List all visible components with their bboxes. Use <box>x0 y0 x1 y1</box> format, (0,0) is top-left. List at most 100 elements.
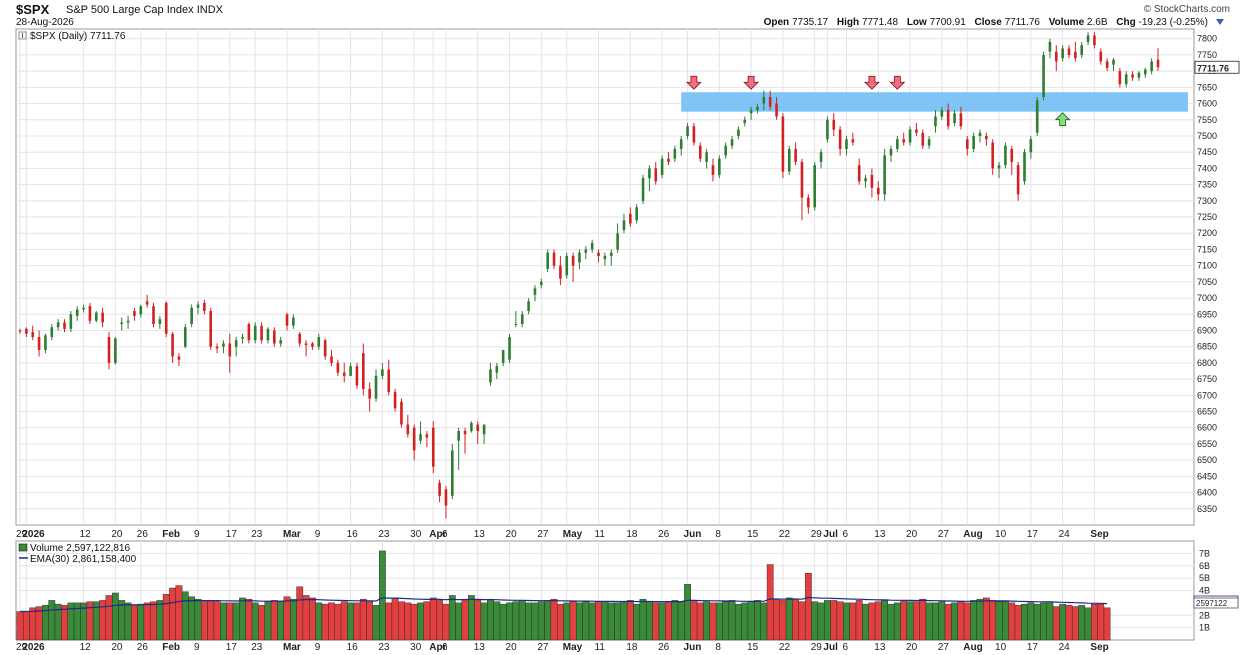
candle-body <box>1112 59 1115 65</box>
chg-value: -19.23 (-0.25%) <box>1138 17 1208 28</box>
candle-body <box>107 336 111 363</box>
volume-bar <box>982 597 990 641</box>
candle-body <box>1124 74 1128 85</box>
candle-body <box>953 113 956 124</box>
volume-bar <box>1033 603 1041 641</box>
candle-body <box>260 325 263 341</box>
volume-bar <box>703 601 710 641</box>
price-tick-label: 6650 <box>1197 407 1217 417</box>
candle-body <box>183 327 187 347</box>
volume-bar <box>391 597 399 641</box>
volume-bar <box>747 601 755 641</box>
volume-bar <box>773 598 780 641</box>
candle-body <box>311 343 314 347</box>
candle-body <box>737 129 740 136</box>
x-tick-label: 27 <box>938 642 950 653</box>
volume-bar <box>162 594 170 641</box>
volume-bar <box>557 603 564 641</box>
volume-tags: 2861155 2597122 <box>1193 595 1239 609</box>
marker-layer <box>685 75 1071 127</box>
candle-body <box>698 145 702 159</box>
volume-bar <box>677 601 685 641</box>
candle-body <box>660 158 664 175</box>
candle-body <box>679 139 683 149</box>
candle-body <box>991 142 995 169</box>
low-value: 7700.91 <box>929 17 966 28</box>
candle-body <box>139 306 143 315</box>
volume-bar <box>137 603 145 641</box>
price-tick-label: 7150 <box>1197 244 1217 254</box>
x-tick-label: 20 <box>111 642 123 653</box>
candle-body <box>152 306 155 325</box>
candle-body <box>819 152 823 162</box>
x-tick-label: 17 <box>1027 529 1039 540</box>
volume-bar <box>754 600 761 641</box>
chg-label: Chg <box>1116 17 1136 28</box>
candle-body <box>323 340 327 357</box>
last-price-tag-text: 7711.76 <box>1197 63 1229 73</box>
volume-bar <box>429 597 437 641</box>
candle-body <box>590 242 594 250</box>
candle-body <box>864 178 867 182</box>
volume-bar <box>226 602 234 641</box>
volume-bar <box>1021 603 1028 641</box>
candle-body <box>787 148 791 172</box>
symbol-title: $SPX <box>16 2 50 17</box>
candle-body <box>908 129 912 143</box>
candle-body <box>273 330 276 344</box>
volume-bar <box>16 611 24 641</box>
x-tick-label: Aug <box>963 642 982 653</box>
candle-body <box>362 353 365 389</box>
chevron-down-icon[interactable] <box>1216 19 1224 26</box>
candle-body <box>1042 54 1045 98</box>
candle-body <box>946 110 950 127</box>
volume-tick-label: 5B <box>1199 573 1210 583</box>
candle-body <box>1080 45 1084 55</box>
candle-body <box>1143 69 1147 75</box>
x-tick-label: 16 <box>347 642 359 653</box>
volume-bar <box>309 597 316 641</box>
up-arrow-icon <box>1054 112 1071 127</box>
volume-bar <box>220 602 227 641</box>
volume-tick-label: 7B <box>1199 548 1210 558</box>
volume-bar <box>493 601 501 641</box>
candle-body <box>374 375 378 399</box>
candle-body <box>603 255 607 260</box>
volume-bar <box>1103 607 1111 641</box>
volume-bar <box>315 602 323 641</box>
x-tick-label: 27 <box>938 529 950 540</box>
brand-watermark[interactable]: © StockCharts.com <box>1143 4 1230 15</box>
volume-bar <box>963 602 971 641</box>
candle-body <box>540 281 543 286</box>
volume-bar-series <box>16 550 1111 641</box>
volume-bar <box>563 602 571 641</box>
candle-body <box>292 317 295 326</box>
candle-body <box>826 119 829 140</box>
ohlc-summary: Open 7735.17 High 7771.48 Low 7700.91 Cl… <box>764 17 1224 28</box>
candle-body <box>158 319 162 325</box>
candle-body <box>514 324 518 326</box>
volume-bar <box>150 601 157 641</box>
volume-bar <box>525 602 532 641</box>
candle-body <box>222 343 225 347</box>
candle-body <box>25 328 28 334</box>
volume-bar <box>601 601 609 641</box>
price-tick-label: 7500 <box>1197 131 1217 141</box>
price-legend: $SPX (Daily) 7711.76 <box>18 31 126 42</box>
x-tick-label: 13 <box>474 642 486 653</box>
volume-bar <box>296 586 304 641</box>
price-tick-label: 6600 <box>1197 423 1217 433</box>
volume-bar <box>550 598 558 641</box>
x-tick-label: Jul <box>823 529 838 540</box>
volume-bar <box>111 592 119 641</box>
volume-bar <box>849 602 857 641</box>
volume-bar <box>690 600 698 641</box>
volume-bar <box>722 601 730 641</box>
candle-body <box>44 335 47 350</box>
x-tick-label: 18 <box>626 642 638 653</box>
candle-body <box>88 306 92 321</box>
price-tick-label: 7600 <box>1197 99 1217 109</box>
candle-body <box>457 430 460 441</box>
volume-bar <box>289 598 297 641</box>
candle-body <box>438 482 441 496</box>
